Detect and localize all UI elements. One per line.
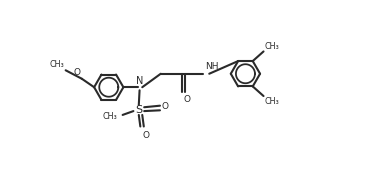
Text: O: O — [184, 95, 191, 104]
Text: N: N — [136, 76, 143, 86]
Text: CH₃: CH₃ — [264, 42, 279, 51]
Text: S: S — [135, 104, 142, 115]
Text: O: O — [142, 131, 149, 140]
Text: NH: NH — [205, 62, 218, 71]
Text: O: O — [162, 102, 169, 111]
Text: CH₃: CH₃ — [264, 97, 279, 106]
Text: CH₃: CH₃ — [49, 60, 64, 69]
Text: O: O — [74, 68, 80, 77]
Text: CH₃: CH₃ — [102, 112, 117, 121]
